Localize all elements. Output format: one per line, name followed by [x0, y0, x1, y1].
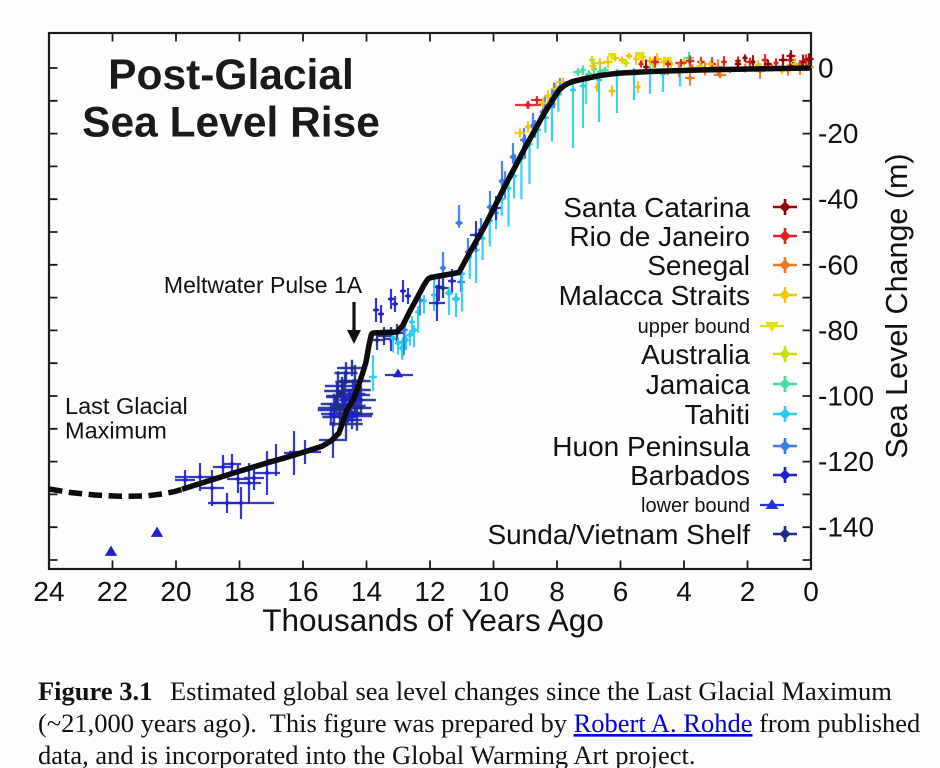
- svg-text:Last Glacial: Last Glacial: [65, 393, 188, 419]
- svg-text:-140: -140: [818, 512, 874, 543]
- svg-text:(~21,000 years ago). This fig: (~21,000 years ago). This figure was pre…: [38, 708, 920, 738]
- svg-text:18: 18: [224, 576, 255, 607]
- svg-text:0: 0: [803, 576, 819, 607]
- svg-text:Australia: Australia: [641, 339, 750, 370]
- svg-text:Santa Catarina: Santa Catarina: [563, 192, 750, 223]
- svg-text:-20: -20: [818, 118, 858, 149]
- svg-text:2: 2: [740, 576, 756, 607]
- svg-text:Meltwater Pulse 1A: Meltwater Pulse 1A: [164, 272, 363, 298]
- svg-text:22: 22: [97, 576, 128, 607]
- svg-text:Jamaica: Jamaica: [646, 369, 751, 400]
- svg-text:14: 14: [351, 576, 382, 607]
- svg-text:data, and is incorporated into: data, and is incorporated into the Globa…: [38, 740, 696, 768]
- svg-text:-120: -120: [818, 446, 874, 477]
- svg-text:-100: -100: [818, 381, 874, 412]
- svg-text:16: 16: [287, 576, 318, 607]
- svg-text:Rio de Janeiro: Rio de Janeiro: [569, 221, 750, 252]
- svg-text:Post-Glacial: Post-Glacial: [108, 52, 354, 99]
- svg-text:6: 6: [613, 576, 629, 607]
- svg-text:Sea Level Rise: Sea Level Rise: [82, 100, 380, 147]
- svg-text:-40: -40: [818, 184, 858, 215]
- svg-text:Huon Peninsula: Huon Peninsula: [552, 431, 750, 462]
- svg-text:Senegal: Senegal: [647, 250, 750, 281]
- svg-text:Barbados: Barbados: [630, 460, 750, 491]
- svg-text:4: 4: [676, 576, 692, 607]
- svg-text:Malacca Straits: Malacca Straits: [559, 280, 750, 311]
- svg-text:lower bound: lower bound: [641, 495, 750, 517]
- svg-text:Tahiti: Tahiti: [685, 399, 750, 430]
- svg-text:0: 0: [818, 53, 834, 84]
- svg-text:20: 20: [160, 576, 191, 607]
- svg-text:-60: -60: [818, 249, 858, 280]
- svg-text:Thousands of Years Ago: Thousands of Years Ago: [262, 602, 604, 638]
- svg-text:-80: -80: [818, 315, 858, 346]
- svg-text:24: 24: [33, 576, 64, 607]
- svg-text:Maximum: Maximum: [65, 418, 167, 444]
- svg-text:upper bound: upper bound: [638, 316, 750, 338]
- svg-text:Sea Level Change (m): Sea Level Change (m): [880, 153, 914, 458]
- svg-text:12: 12: [414, 576, 445, 607]
- svg-text:10: 10: [478, 576, 509, 607]
- svg-text:8: 8: [549, 576, 565, 607]
- svg-text:Sunda/Vietnam Shelf: Sunda/Vietnam Shelf: [487, 519, 750, 550]
